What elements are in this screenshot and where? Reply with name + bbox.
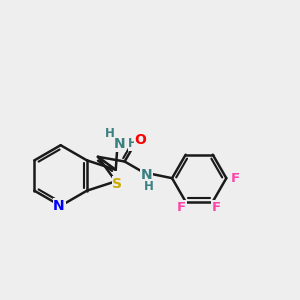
Text: H: H — [144, 180, 154, 194]
Text: O: O — [134, 133, 146, 147]
Text: S: S — [112, 177, 122, 191]
Text: N: N — [114, 137, 126, 151]
Text: N: N — [141, 168, 153, 182]
Text: F: F — [212, 201, 221, 214]
Text: H: H — [104, 128, 114, 140]
Text: F: F — [177, 201, 186, 214]
Text: F: F — [231, 172, 240, 185]
Text: H: H — [128, 137, 138, 150]
Text: N: N — [53, 199, 65, 213]
